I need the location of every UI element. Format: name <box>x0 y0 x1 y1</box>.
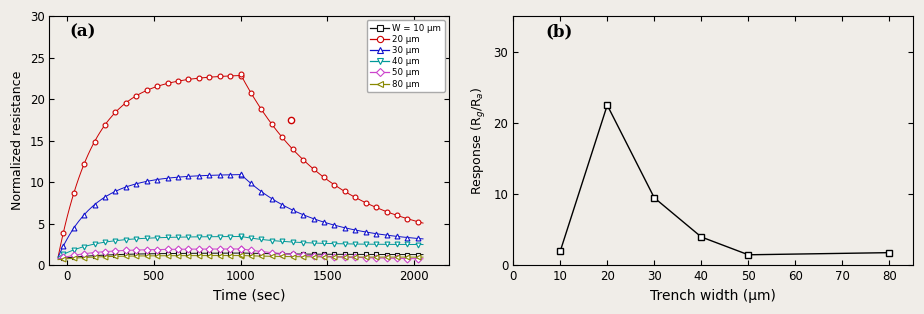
Y-axis label: Normalized resistance: Normalized resistance <box>11 71 24 210</box>
Y-axis label: Response (R$_g$/R$_a$): Response (R$_g$/R$_a$) <box>470 87 488 195</box>
X-axis label: Trench width (μm): Trench width (μm) <box>650 289 776 303</box>
Legend: W = 10 μm, 20 μm, 30 μm, 40 μm, 50 μm, 80 μm: W = 10 μm, 20 μm, 30 μm, 40 μm, 50 μm, 8… <box>367 20 444 92</box>
Text: (b): (b) <box>545 24 573 41</box>
X-axis label: Time (sec): Time (sec) <box>213 289 286 303</box>
Text: (a): (a) <box>69 24 96 41</box>
